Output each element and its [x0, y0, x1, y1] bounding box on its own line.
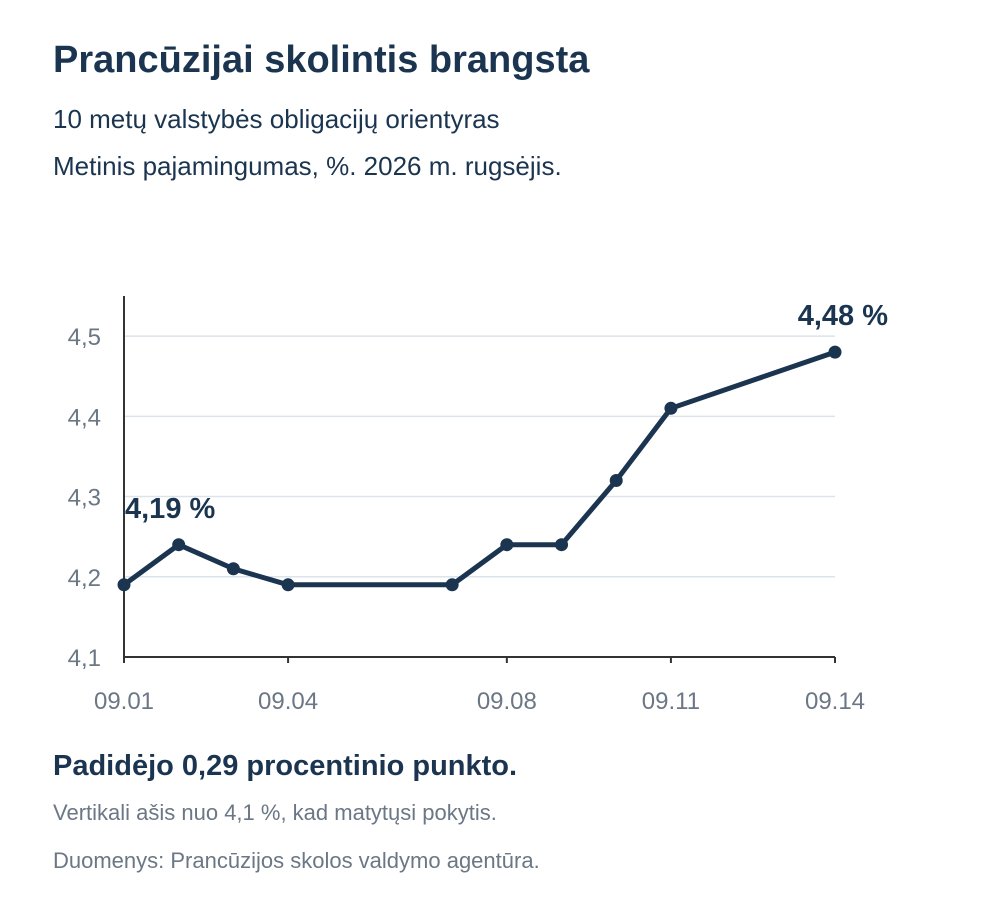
x-tick-label: 09.14 — [805, 688, 865, 715]
x-tick-label: 09.04 — [258, 688, 318, 715]
data-label: 4,19 % — [125, 493, 215, 525]
y-tick-label: 4,5 — [68, 324, 101, 351]
data-label: 4,48 % — [798, 300, 888, 332]
x-axis-ticks: 09.01 09.04 09.08 09.11 09.14 — [94, 688, 865, 715]
chart-title: Prancūzijai skolintis brangsta — [53, 39, 590, 81]
data-point — [609, 474, 623, 488]
data-point — [117, 578, 131, 592]
x-tick-label: 09.01 — [94, 688, 154, 715]
axes — [123, 296, 836, 663]
chart-subtitle: 10 metų valstybės obligacijų orientyras — [53, 104, 500, 134]
y-tick-label: 4,1 — [68, 645, 101, 672]
data-point — [172, 538, 186, 552]
data-point — [555, 538, 569, 552]
line-chart: 4,1 4,2 4,3 4,4 4,5 09.01 09.04 09.08 09.11 09.1… — [68, 296, 888, 715]
yield-series — [117, 345, 842, 592]
change-summary: Padidėjo 0,29 procentinio punkto. — [53, 750, 518, 782]
chart-subtitle-units: Metinis pajamingumas, %. 2026 m. rugsėji… — [53, 151, 562, 181]
data-point — [281, 578, 295, 592]
series-line — [121, 349, 838, 588]
data-point — [664, 401, 678, 415]
gridlines — [124, 335, 835, 578]
y-tick-label: 4,3 — [68, 485, 101, 512]
data-point — [445, 578, 459, 592]
x-tick-label: 09.08 — [477, 688, 537, 715]
source-note: Duomenys: Prancūzijos skolos valdymo age… — [53, 848, 540, 873]
x-tick-label: 09.11 — [642, 688, 700, 715]
y-tick-label: 4,2 — [68, 565, 101, 592]
y-axis-ticks: 4,1 4,2 4,3 4,4 4,5 — [68, 324, 101, 672]
data-point — [500, 538, 514, 552]
data-labels: 4,19 % 4,48 % — [125, 300, 888, 525]
data-point — [226, 562, 240, 576]
axis-note: Vertikali ašis nuo 4,1 %, kad matytųsi p… — [53, 800, 497, 825]
y-tick-label: 4,4 — [68, 404, 101, 431]
data-point — [828, 345, 842, 359]
